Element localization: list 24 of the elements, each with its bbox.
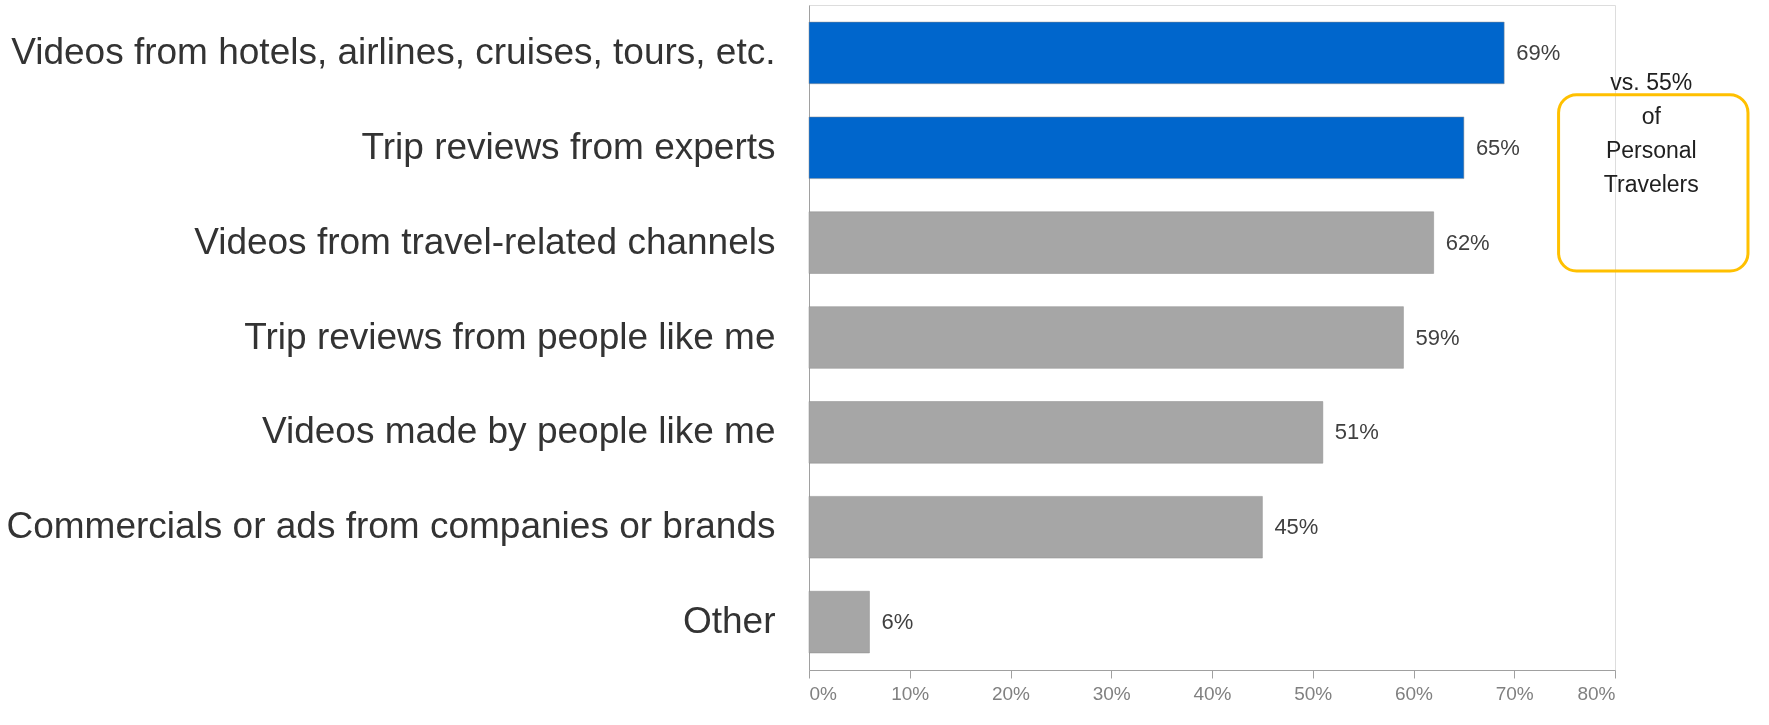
annotation: vs. 55% of Personal Travelers [1603, 68, 1699, 197]
x-tick-label: 80% [1577, 682, 1616, 704]
y-tick-label: Videos from travel-related channels [194, 220, 776, 262]
data-label: 6% [881, 609, 914, 635]
x-tick-label: 10% [891, 682, 930, 704]
data-label: 45% [1274, 514, 1319, 540]
y-tick-label: Trip reviews from experts [361, 125, 776, 167]
data-label: 65% [1475, 134, 1520, 160]
x-tick-label: 30% [1092, 682, 1131, 704]
data-label: 69% [1516, 39, 1561, 65]
y-tick-label: Trip reviews from people like me [244, 315, 776, 357]
data-label: 62% [1445, 229, 1490, 255]
x-tick-label: 70% [1495, 682, 1534, 704]
y-tick-label: Videos from hotels, airlines, cruises, tours, etc. [11, 30, 776, 72]
x-tick-label: 60% [1394, 682, 1434, 704]
x-tick-label: 20% [991, 682, 1031, 704]
y-tick-label: Commercials or ads from companies or brands [6, 505, 776, 547]
y-tick-label: Videos made by people like me [261, 410, 776, 452]
data-label: 59% [1415, 324, 1460, 350]
x-tick-label: 0% [809, 682, 838, 704]
x-tick-label: 50% [1294, 682, 1333, 704]
data-label: 51% [1334, 419, 1379, 445]
y-tick-label: Other [682, 600, 776, 642]
x-tick-label: 40% [1193, 682, 1232, 704]
